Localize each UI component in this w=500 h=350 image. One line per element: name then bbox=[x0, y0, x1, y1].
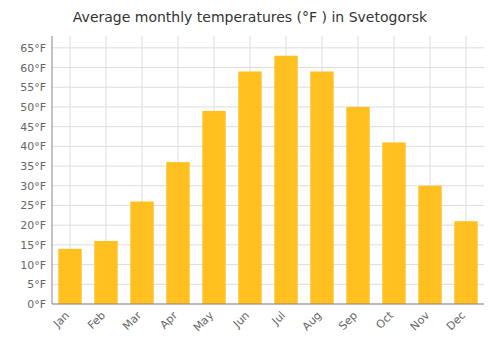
y-grid-line bbox=[52, 146, 484, 147]
bars bbox=[58, 56, 477, 304]
bar bbox=[310, 71, 333, 304]
y-grid-line bbox=[52, 166, 484, 167]
x-tick-label: Jan bbox=[50, 309, 72, 331]
bar bbox=[238, 71, 261, 304]
y-grid-line bbox=[52, 47, 484, 48]
y-tick-label: 25°F bbox=[20, 199, 46, 212]
bar bbox=[274, 56, 297, 304]
y-tick-label: 65°F bbox=[20, 42, 46, 55]
bar bbox=[94, 241, 117, 304]
y-tick-label: 20°F bbox=[20, 219, 46, 232]
y-tick-label: 50°F bbox=[20, 101, 46, 114]
grid bbox=[52, 36, 484, 304]
bar bbox=[130, 202, 153, 304]
y-grid-line bbox=[52, 106, 484, 107]
bar bbox=[346, 107, 369, 304]
x-tick-label: Oct bbox=[373, 308, 396, 331]
chart-svg: Average monthly temperatures (°F ) in Sv… bbox=[0, 0, 500, 350]
x-tick-label: Feb bbox=[85, 309, 108, 332]
y-tick-label: 15°F bbox=[20, 239, 46, 252]
x-tick-label: Jul bbox=[269, 309, 288, 328]
y-tick-label: 30°F bbox=[20, 180, 46, 193]
bar bbox=[58, 249, 81, 304]
y-tick-label: 35°F bbox=[20, 160, 46, 173]
bar bbox=[382, 142, 405, 304]
y-grid-line bbox=[52, 87, 484, 88]
y-tick-label: 10°F bbox=[20, 259, 46, 272]
y-tick-label: 55°F bbox=[20, 81, 46, 94]
x-tick-label: Mar bbox=[120, 309, 144, 333]
y-tick-label: 60°F bbox=[20, 62, 46, 75]
x-tick-label: Nov bbox=[408, 309, 433, 334]
bar bbox=[418, 186, 441, 304]
bar bbox=[202, 111, 225, 304]
y-tick-label: 0°F bbox=[27, 298, 46, 311]
y-grid-line bbox=[52, 126, 484, 127]
x-tick-label: Sep bbox=[336, 309, 360, 333]
x-tick-label: Apr bbox=[157, 309, 180, 332]
chart-container: Average monthly temperatures (°F ) in Sv… bbox=[0, 0, 500, 350]
x-tick-label: Aug bbox=[300, 309, 324, 333]
y-grid-line bbox=[52, 67, 484, 68]
y-tick-label: 45°F bbox=[20, 121, 46, 134]
bar bbox=[166, 162, 189, 304]
chart-title: Average monthly temperatures (°F ) in Sv… bbox=[73, 9, 428, 25]
x-tick-label: May bbox=[191, 309, 217, 335]
x-tick-label: Dec bbox=[444, 309, 468, 333]
bar bbox=[454, 221, 477, 304]
y-tick-label: 5°F bbox=[27, 278, 46, 291]
y-axis-line bbox=[52, 36, 53, 304]
x-tick-label: Jun bbox=[230, 309, 252, 331]
x-axis-line bbox=[52, 304, 484, 305]
y-grid-line bbox=[52, 304, 484, 305]
y-tick-label: 40°F bbox=[20, 140, 46, 153]
